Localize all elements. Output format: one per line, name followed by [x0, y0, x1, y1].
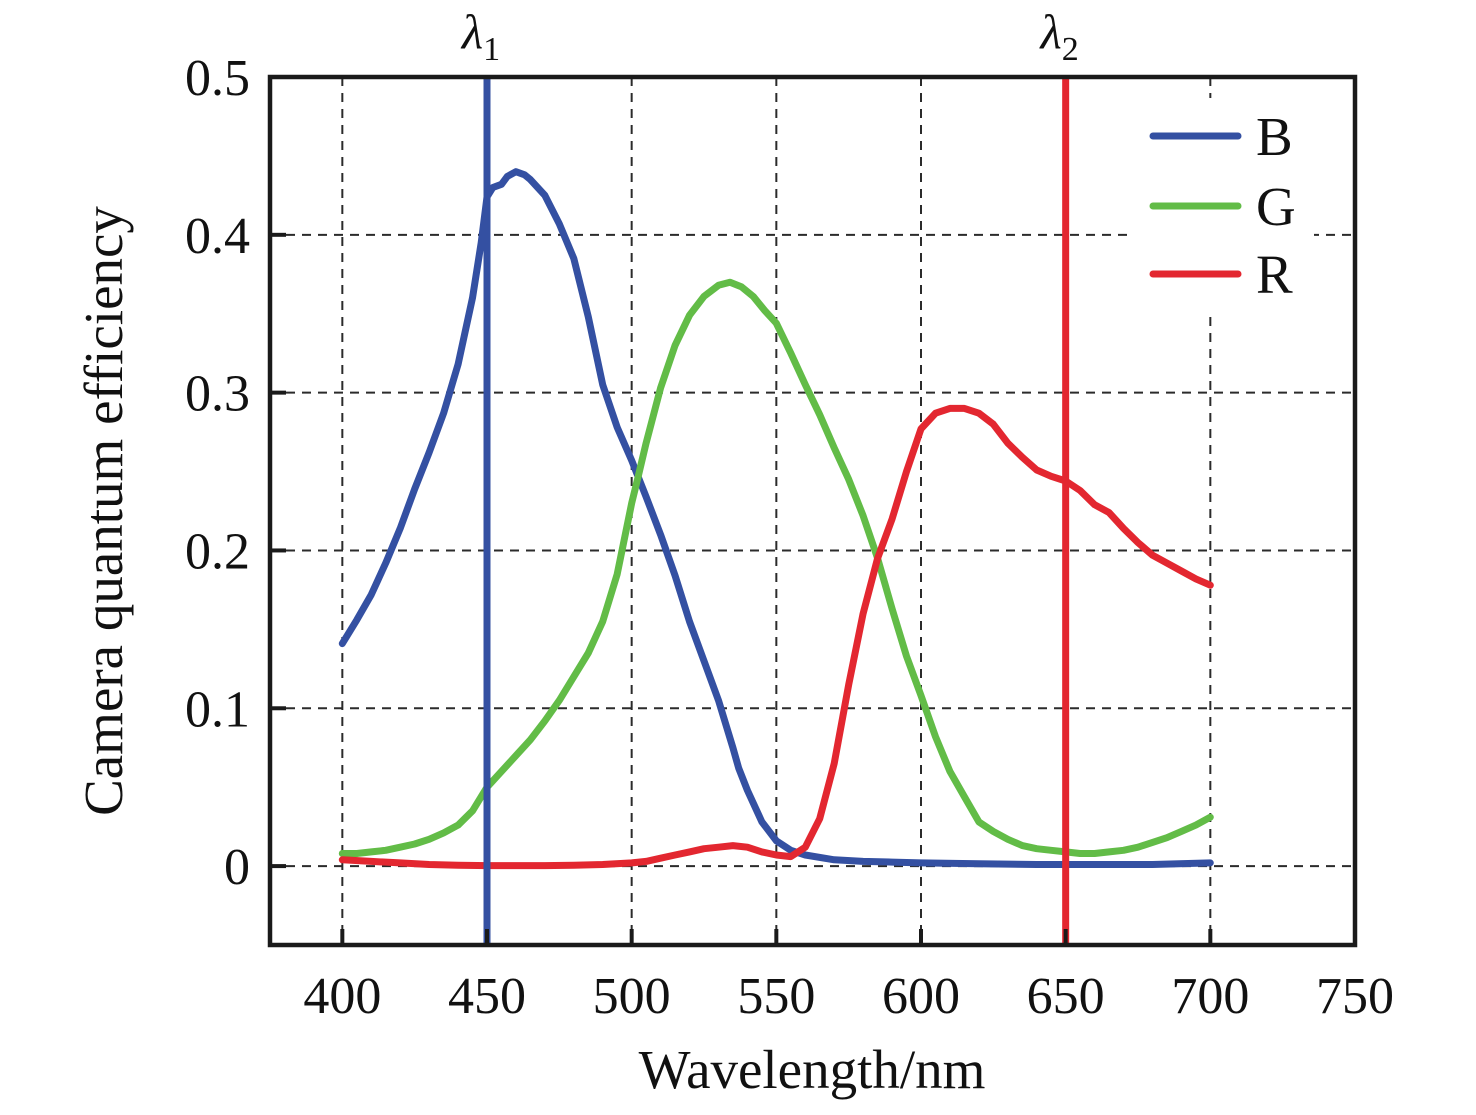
- y-tick-label-0.2: 0.2: [185, 523, 250, 580]
- x-axis-title: Wavelength/nm: [639, 1039, 986, 1100]
- x-tick-label-600: 600: [882, 968, 960, 1025]
- lambda1-subscript: 1: [483, 31, 500, 68]
- x-tick-labels: 400 450 500 550 600 650 700 750: [303, 968, 1394, 1025]
- lambda2-annotation: λ2: [1039, 4, 1079, 68]
- plot-border-box: [267, 74, 1358, 948]
- curve-B: [338, 168, 1214, 868]
- curve-R: [338, 404, 1214, 870]
- lambda1-symbol: λ: [460, 4, 483, 59]
- lambda2-subscript: 2: [1062, 31, 1079, 68]
- lambda2-symbol: λ: [1039, 4, 1062, 59]
- x-tick-label-550: 550: [737, 968, 815, 1025]
- y-tick-label-0.4: 0.4: [185, 208, 250, 265]
- y-tick-labels: 0 0.1 0.2 0.3 0.4 0.5: [185, 50, 250, 896]
- wavelength-marker-lines: [483, 77, 1070, 945]
- lambda1-annotation: λ1: [460, 4, 500, 68]
- legend-label-R: R: [1256, 244, 1293, 305]
- y-tick-label-0: 0: [224, 839, 250, 896]
- y-tick-label-0.1: 0.1: [185, 681, 250, 738]
- legend-label-B: B: [1256, 106, 1293, 167]
- y-axis-title: Camera quantum efficiency: [73, 206, 134, 816]
- x-tick-label-400: 400: [303, 968, 381, 1025]
- x-tick-label-650: 650: [1027, 968, 1105, 1025]
- y-tick-label-0.3: 0.3: [185, 366, 250, 423]
- x-tick-label-700: 700: [1171, 968, 1249, 1025]
- curve-G: [338, 278, 1214, 857]
- legend-label-G: G: [1256, 176, 1296, 237]
- x-tick-label-450: 450: [448, 968, 526, 1025]
- y-tick-label-0.5: 0.5: [185, 50, 250, 107]
- legend: B G R: [1128, 98, 1314, 314]
- x-tick-label-500: 500: [593, 968, 671, 1025]
- data-curves: [338, 168, 1214, 870]
- x-tick-label-750: 750: [1316, 968, 1394, 1025]
